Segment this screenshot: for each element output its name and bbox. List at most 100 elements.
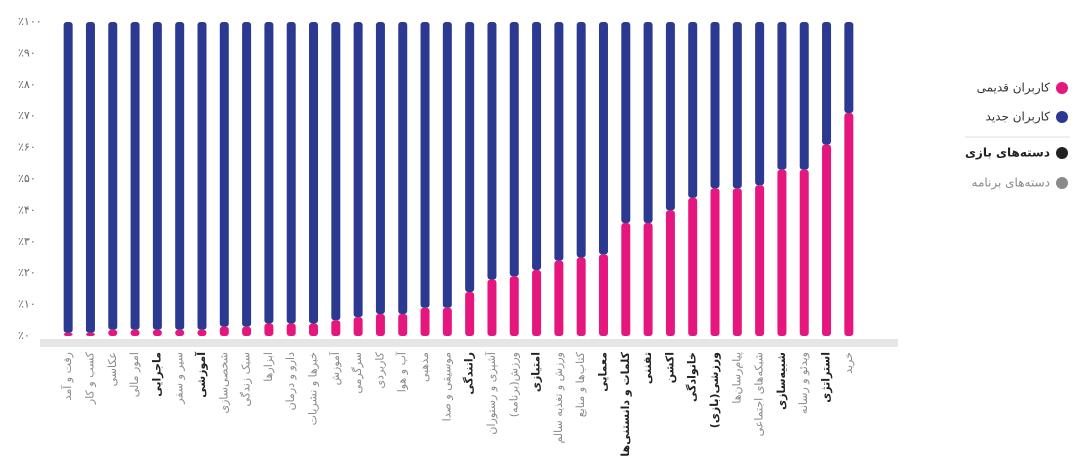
bar-segment (665, 210, 675, 336)
bar-segment (108, 22, 118, 330)
bar-segment (598, 22, 608, 255)
legend-label: دسته‌های برنامه (972, 176, 1050, 191)
y-tick-label: ٪۰ (18, 329, 30, 342)
bar-segment (219, 22, 229, 327)
x-tick-label: کلمات و دانستنی‌ها (619, 351, 632, 456)
x-tick-label: موسیقی و صدا (440, 352, 453, 421)
bar-segment (197, 329, 207, 336)
x-tick-label: کاربردی (373, 351, 386, 388)
x-tick-label: دارو و درمان (284, 352, 297, 411)
bar-segment (85, 22, 95, 333)
bar-segment (420, 22, 430, 308)
x-tick-label: سرگرمی (351, 352, 364, 394)
bar-segment (576, 257, 586, 336)
bar-segment (375, 314, 385, 336)
bar-segment (621, 222, 631, 336)
bar-segment (242, 326, 252, 336)
x-tick-label: رانندگی (463, 352, 476, 395)
y-tick-label: ٪۶۰ (18, 141, 36, 154)
x-tick-label: ابزارها (262, 352, 275, 382)
bar-segment (799, 169, 809, 336)
x-tick-label: ورزشی(بازی) (708, 352, 721, 428)
y-tick-label: ٪۱۰ (18, 298, 36, 311)
bar-segment (844, 113, 854, 336)
bar-segment (309, 22, 319, 324)
bar-segment (732, 188, 742, 336)
bar-segment (63, 332, 73, 336)
y-tick-label: ٪۸۰ (18, 78, 36, 91)
bar-segment (643, 22, 653, 223)
bar-segment (844, 22, 854, 114)
x-tick-label: اکشن (663, 352, 676, 383)
x-tick-label: خبرها و نشریات (307, 352, 320, 425)
bar-segment (242, 22, 252, 327)
bar-segment (621, 22, 631, 223)
legend-label: کاربران قدیمی (977, 81, 1051, 96)
bar-segment (353, 22, 363, 318)
bar-segment (398, 22, 408, 315)
bar-segment (755, 22, 765, 186)
legend-swatch (1056, 147, 1068, 159)
bar-segment (822, 22, 832, 145)
bar-segment (487, 279, 497, 336)
bar-segment (398, 314, 408, 336)
bar-segment (375, 22, 385, 315)
bar-segment (108, 329, 118, 336)
bar-segment (331, 320, 341, 336)
bar-segment (264, 22, 274, 324)
bar-segment (598, 254, 608, 336)
x-tick-label: خرید (842, 352, 855, 374)
x-tick-label: شخصی‌سازی (217, 352, 230, 414)
bar-segment (442, 22, 452, 308)
legend-swatch (1056, 111, 1068, 123)
x-tick-label: معمایی (596, 352, 609, 392)
legend-swatch (1056, 177, 1068, 189)
bar-segment (465, 292, 475, 336)
x-tick-label: ویدئو و رسانه (797, 352, 810, 414)
x-tick-label: آب و هوا (395, 351, 409, 392)
x-tick-label: خانوادگی (686, 352, 699, 402)
x-tick-label: تفننی (641, 352, 654, 384)
bar-segment (643, 222, 653, 336)
bar-segment (152, 329, 162, 336)
y-tick-label: ٪۷۰ (18, 109, 36, 122)
bar-segment (710, 22, 720, 189)
x-tick-label: ورزش(برنامه) (507, 352, 520, 417)
legend-label: کاربران جدید (986, 110, 1051, 125)
x-tick-label: ماجرایی (150, 352, 163, 397)
bar-segment (509, 22, 519, 277)
bar-segment (85, 332, 95, 336)
bar-segment (532, 270, 542, 336)
bar-segment (554, 22, 564, 261)
x-tick-label: سیر و سفر (173, 352, 186, 405)
bar-segment (309, 323, 319, 336)
bar-segment (777, 22, 787, 170)
x-tick-label: مذهبی (418, 352, 431, 382)
x-tick-label: عکاسی (106, 352, 119, 386)
bar-segment (63, 22, 73, 333)
x-tick-label: رفت و آمد (60, 352, 74, 400)
bar-segment (286, 22, 296, 324)
x-tick-label: شبکه‌های اجتماعی (753, 352, 766, 436)
bar-segment (509, 276, 519, 336)
bar-segment (152, 22, 162, 330)
x-tick-label: شبیه‌سازی (775, 352, 788, 410)
bar-segment (264, 323, 274, 336)
bar-segment (799, 22, 809, 170)
bar-segment (487, 22, 497, 280)
x-tick-label: کسب و کار (83, 351, 96, 405)
bar-segment (442, 307, 452, 336)
x-tick-label: آشپزی و رستوران (484, 351, 498, 434)
x-tick-label: امتیازی (530, 352, 543, 392)
y-tick-label: ٪۲۰ (18, 266, 36, 279)
bar-segment (777, 169, 787, 336)
bar-segment (420, 307, 430, 336)
bar-segment (732, 22, 742, 189)
bar-segment (286, 323, 296, 336)
bar-segment (755, 185, 765, 336)
bar-segment (532, 22, 542, 271)
bar-segment (197, 22, 207, 330)
x-tick-label: آموزش (328, 351, 342, 385)
bar-segment (465, 22, 475, 293)
